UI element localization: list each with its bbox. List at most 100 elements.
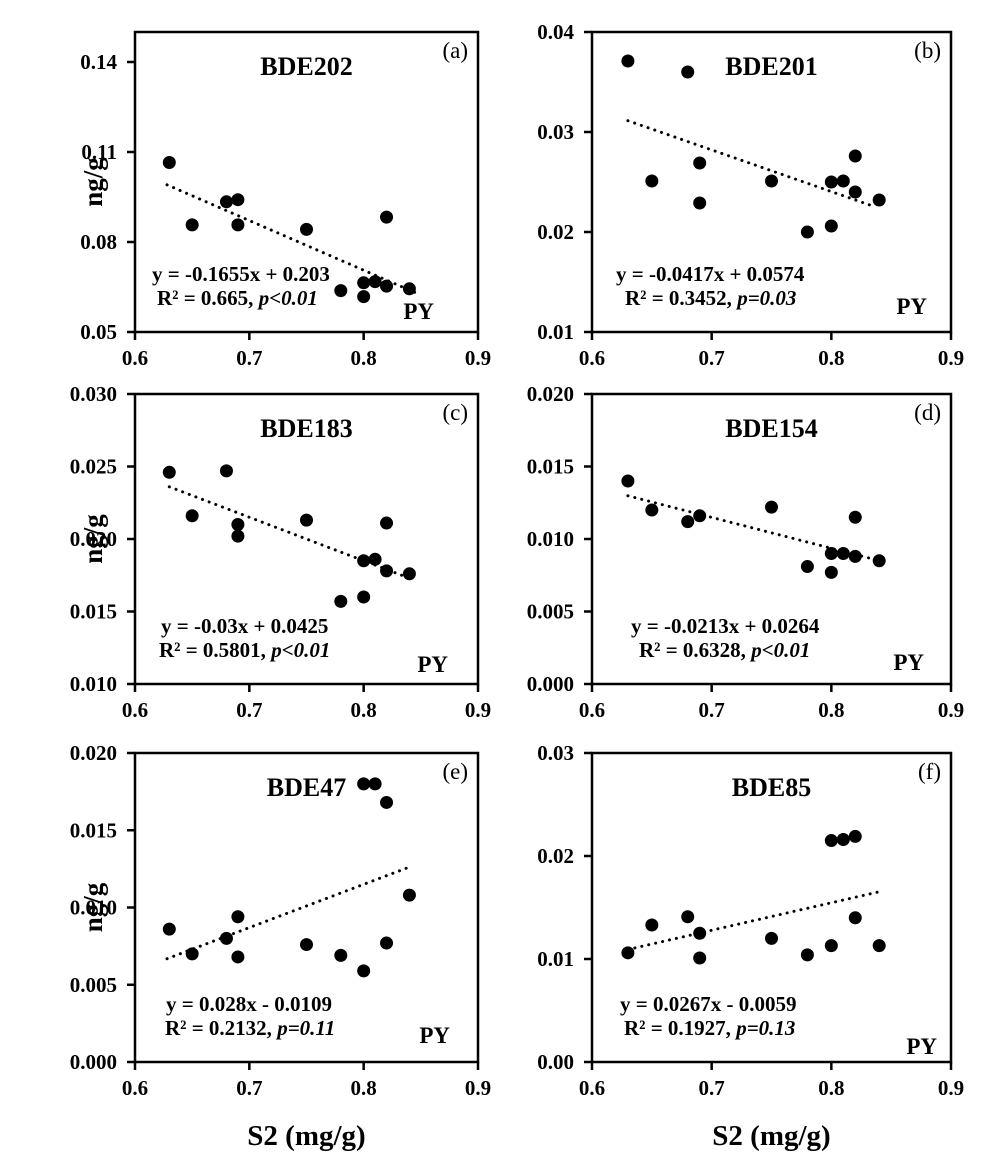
y-tick-label: 0.03 — [537, 120, 574, 144]
panel-c: 0.6 0.7 0.8 0.9 0.010 0.015 0.020 0.025 0.030 BDE… — [0, 375, 494, 740]
data-point — [380, 936, 394, 950]
site-label: PY — [419, 1023, 450, 1048]
data-point — [402, 888, 416, 902]
y-tick-label: 0.010 — [527, 527, 574, 551]
y-tick-label: 0.025 — [70, 455, 117, 479]
data-point — [162, 922, 176, 936]
data-point — [872, 193, 886, 207]
data-point — [368, 777, 382, 791]
panel-b: 0.6 0.7 0.8 0.9 0.01 0.02 0.03 0.04 BDE201 (b) y =… — [494, 0, 988, 375]
data-point — [185, 947, 199, 961]
x-tick-label: 0.9 — [938, 1076, 964, 1100]
data-point — [621, 946, 635, 960]
bde201-scatter-plot: 0.6 0.7 0.8 0.9 0.01 0.02 0.03 0.04 BDE201 (b) y =… — [537, 20, 964, 370]
regression-equation: y = -0.03x + 0.0425 — [161, 614, 328, 638]
x-tick-label: 0.7 — [699, 698, 725, 722]
y-tick-label: 0.04 — [537, 20, 574, 44]
data-point — [357, 276, 371, 290]
trend-line — [626, 119, 876, 209]
site-label: PY — [906, 1034, 937, 1059]
plot-frame — [133, 30, 480, 334]
data-point — [368, 275, 382, 289]
data-point — [185, 509, 199, 523]
x-tick-label: 0.8 — [351, 346, 377, 370]
y-tick-label: 0.015 — [70, 818, 117, 842]
x-axis-title: S2 (mg/g) — [247, 1120, 365, 1152]
trend-line — [626, 494, 884, 563]
panel-a: 0.6 0.7 0.8 0.9 0.05 0.08 0.11 0.14 BDE202 (a) y =… — [0, 0, 494, 375]
data-point — [848, 185, 862, 199]
data-point — [693, 156, 707, 170]
data-point — [848, 829, 862, 843]
x-axis-title: S2 (mg/g) — [712, 1120, 830, 1152]
x-tick-label: 0.7 — [236, 698, 262, 722]
data-point — [231, 529, 245, 543]
trend-line — [165, 866, 409, 961]
x-tick-label: 0.6 — [122, 698, 148, 722]
data-point — [824, 219, 838, 233]
data-point — [848, 510, 862, 524]
y-tick-label: 0.08 — [80, 230, 117, 254]
data-point — [300, 222, 313, 236]
panel-letter: (e) — [442, 759, 468, 784]
site-label: PY — [403, 299, 434, 324]
panel-letter: (a) — [442, 38, 468, 63]
data-point — [765, 174, 778, 188]
panel-title: BDE47 — [267, 773, 346, 802]
regression-equation: y = -0.0417x + 0.0574 — [616, 262, 805, 286]
data-point — [836, 174, 850, 188]
x-tick-label: 0.6 — [579, 346, 605, 370]
plot-frame — [590, 751, 953, 1064]
data-point — [681, 65, 695, 79]
data-point — [357, 590, 371, 604]
data-point — [872, 939, 886, 953]
data-point — [824, 175, 838, 189]
y-tick-label: 0.005 — [70, 973, 117, 997]
bde154-scatter-plot: 0.6 0.7 0.8 0.9 0.000 0.005 0.010 0.015 0.020 BDE… — [527, 382, 964, 722]
data-point — [621, 474, 635, 488]
panel-title: BDE202 — [260, 52, 352, 81]
data-point — [334, 948, 348, 962]
x-tick-label: 0.9 — [465, 346, 491, 370]
data-point — [219, 931, 233, 945]
y-tick-label: 0.03 — [537, 741, 574, 765]
regression-stats: R² = 0.6328, p<0.01 — [639, 638, 810, 662]
y-tick-label: 0.020 — [527, 382, 574, 406]
y-tick-label: 0.030 — [70, 382, 117, 406]
y-tick-label: 0.015 — [527, 455, 574, 479]
data-point — [380, 564, 394, 578]
data-point — [334, 594, 348, 608]
y-tick-label: 0.015 — [70, 600, 117, 624]
y-tick-label: 0.000 — [70, 1050, 117, 1074]
x-tick-label: 0.8 — [818, 698, 844, 722]
data-point — [231, 218, 245, 232]
data-point — [300, 938, 313, 952]
x-tick-label: 0.7 — [236, 1076, 262, 1100]
data-point — [800, 560, 814, 574]
y-tick-label: 0.01 — [537, 947, 574, 971]
data-point — [357, 554, 371, 568]
x-tick-label: 0.9 — [465, 1076, 491, 1100]
panel-title: BDE85 — [732, 773, 811, 802]
trend-line — [626, 890, 881, 952]
x-tick-label: 0.8 — [818, 346, 844, 370]
data-point — [800, 225, 814, 239]
data-point — [219, 195, 233, 209]
data-point — [824, 565, 838, 579]
y-tick-label: 0.14 — [80, 50, 117, 74]
y-tick-label: 0.02 — [537, 220, 574, 244]
data-point — [231, 910, 245, 924]
data-point — [765, 931, 778, 945]
regression-stats: R² = 0.1927, p=0.13 — [624, 1016, 795, 1040]
data-point — [836, 547, 850, 560]
x-tick-label: 0.6 — [579, 1076, 605, 1100]
data-point — [402, 567, 416, 581]
y-tick-label: 0.005 — [527, 600, 574, 624]
regression-equation: y = 0.0267x - 0.0059 — [620, 992, 796, 1016]
y-axis-label: ng/g — [78, 882, 108, 932]
data-point — [645, 503, 659, 517]
data-point — [357, 777, 371, 791]
x-tick-label: 0.6 — [122, 346, 148, 370]
site-label: PY — [417, 652, 448, 677]
